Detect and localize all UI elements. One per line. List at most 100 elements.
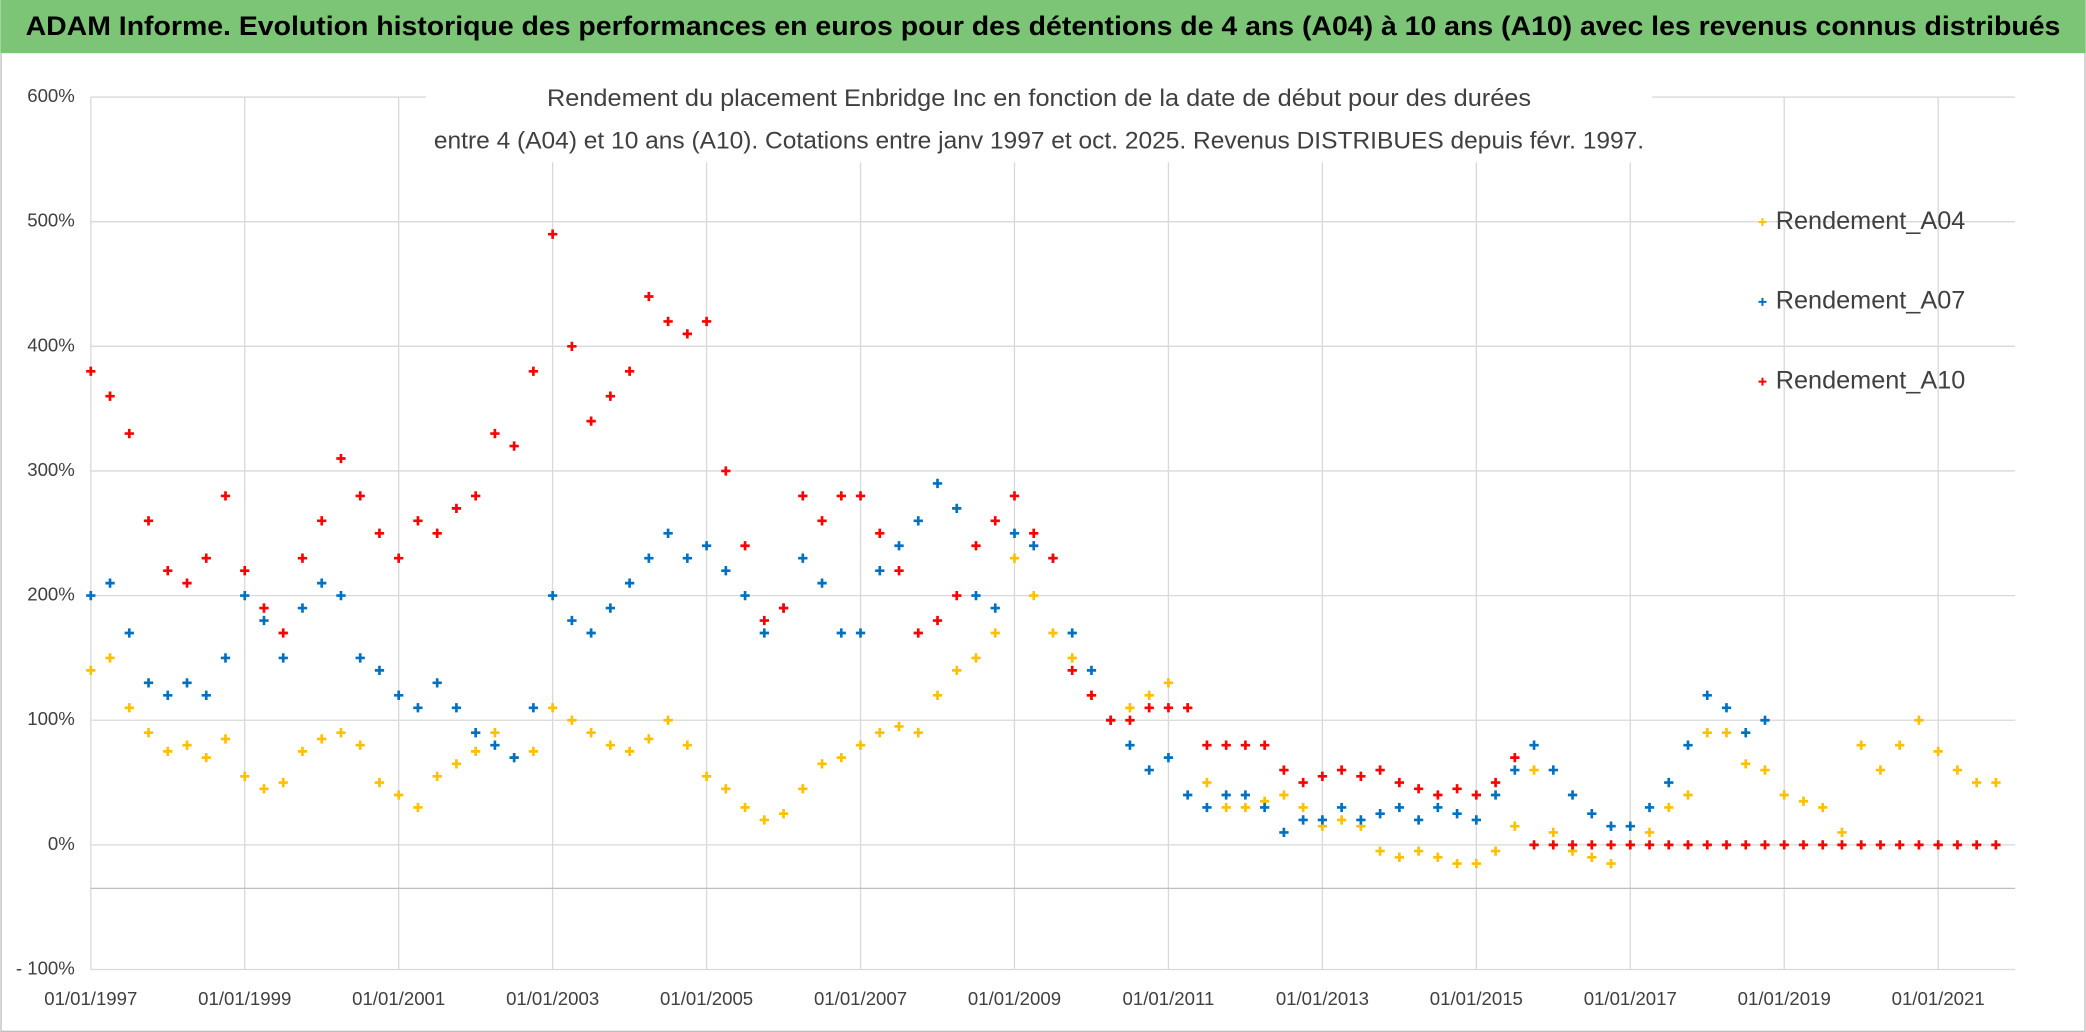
point <box>509 752 519 763</box>
point <box>1664 840 1674 850</box>
point <box>932 690 943 700</box>
point <box>644 291 654 302</box>
point <box>1125 703 1135 713</box>
point <box>1317 771 1328 781</box>
point <box>1144 765 1154 775</box>
point <box>1952 765 1963 775</box>
point <box>1818 802 1828 813</box>
point <box>355 653 365 663</box>
point <box>394 553 404 563</box>
point <box>1394 802 1405 813</box>
point <box>932 478 943 489</box>
legend-label: Rendement_A07 <box>1776 287 1966 315</box>
point <box>855 628 866 638</box>
y-tick-label: 400% <box>27 334 75 355</box>
point <box>624 578 635 588</box>
point <box>182 678 192 688</box>
point <box>1394 777 1405 788</box>
point <box>1991 840 2001 850</box>
point <box>778 603 789 613</box>
point <box>1490 846 1501 856</box>
point <box>1510 821 1520 831</box>
point <box>605 603 616 613</box>
point <box>586 728 596 738</box>
point <box>1644 827 1655 838</box>
point <box>374 777 385 788</box>
point <box>528 746 539 757</box>
point <box>913 628 923 638</box>
point <box>1029 528 1039 538</box>
point <box>201 690 211 700</box>
point <box>1702 840 1712 850</box>
point <box>1336 765 1347 775</box>
point <box>894 566 904 576</box>
point <box>259 603 269 613</box>
legend-marker <box>1758 218 1767 227</box>
point <box>759 615 769 626</box>
point <box>1702 690 1712 700</box>
grid <box>90 96 2016 971</box>
point <box>1856 840 1866 850</box>
point <box>1240 802 1251 813</box>
point <box>1683 840 1693 850</box>
point <box>1221 802 1231 813</box>
point <box>297 603 308 613</box>
point <box>1606 840 1616 850</box>
point <box>1818 840 1828 850</box>
points <box>86 229 2001 869</box>
point <box>432 771 442 781</box>
point <box>86 590 96 601</box>
y-tick-label: 100% <box>27 708 75 729</box>
point <box>124 628 134 638</box>
point <box>1529 840 1539 850</box>
point <box>721 566 731 576</box>
point <box>1529 765 1539 775</box>
point <box>1798 796 1809 806</box>
point <box>894 541 904 551</box>
x-tick-label: 01/01/2017 <box>1584 988 1677 1009</box>
point <box>567 615 577 626</box>
point <box>1394 852 1405 862</box>
point <box>624 366 635 376</box>
point <box>817 516 827 526</box>
point <box>413 703 423 713</box>
point <box>163 690 173 700</box>
point <box>451 759 462 769</box>
y-tick-label: - 100% <box>16 957 75 978</box>
point <box>105 653 115 663</box>
point <box>1837 827 1847 838</box>
point <box>1529 740 1539 750</box>
point <box>605 391 616 401</box>
point <box>1548 840 1558 850</box>
point <box>1548 765 1558 775</box>
point <box>105 391 115 401</box>
point <box>1067 665 1077 676</box>
point <box>1798 840 1809 850</box>
point <box>952 665 962 676</box>
point <box>682 740 693 750</box>
point <box>721 466 731 476</box>
point <box>490 728 500 738</box>
point <box>1741 728 1751 738</box>
point <box>1336 802 1347 813</box>
point <box>394 690 404 700</box>
point <box>1202 777 1212 788</box>
point <box>663 528 673 538</box>
point <box>1413 784 1424 794</box>
point <box>124 703 134 713</box>
point <box>1106 715 1116 725</box>
x-tick-label: 01/01/2003 <box>506 988 599 1009</box>
point <box>278 777 288 788</box>
x-tick-label: 01/01/2007 <box>814 988 907 1009</box>
point <box>1644 840 1655 850</box>
point <box>1413 846 1424 856</box>
point <box>836 491 846 501</box>
point <box>240 771 250 781</box>
point <box>336 590 346 601</box>
point <box>201 553 211 563</box>
point <box>105 578 115 588</box>
x-tick-label: 01/01/2001 <box>352 988 445 1009</box>
point <box>1779 840 1789 850</box>
point <box>394 790 404 800</box>
point <box>1356 815 1366 825</box>
